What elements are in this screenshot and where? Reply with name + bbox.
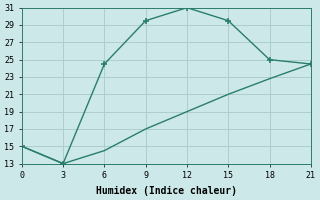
- X-axis label: Humidex (Indice chaleur): Humidex (Indice chaleur): [96, 186, 237, 196]
